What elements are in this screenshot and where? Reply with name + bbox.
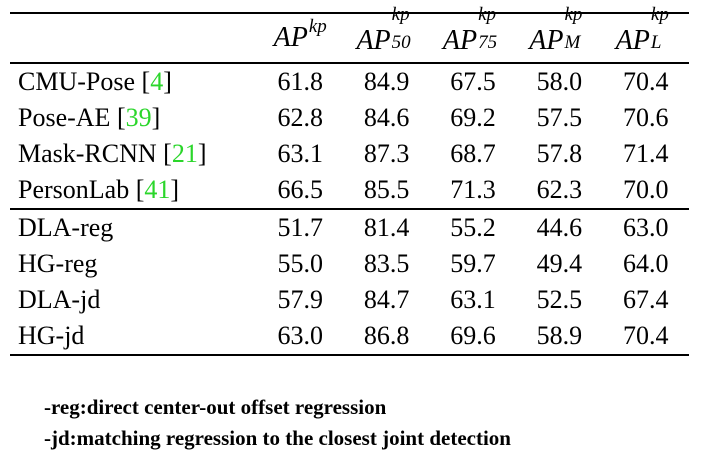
method-cell: Mask-RCNN [21] [10, 136, 257, 172]
value-cell: 44.6 [516, 208, 603, 246]
value-cell: 67.5 [450, 67, 496, 96]
value-cell: 64.0 [623, 249, 669, 278]
value-cell: 68.7 [450, 139, 496, 168]
value-cell: 70.4 [623, 67, 669, 96]
value-cell: 81.4 [343, 208, 430, 246]
method-name: DLA-jd [18, 285, 101, 314]
table-row: DLA-reg 51.7 81.4 55.2 44.6 63.0 [10, 208, 689, 246]
value-cell: 67.4 [623, 285, 669, 314]
header-apm: AP kp M [516, 5, 603, 64]
method-cell: Pose-AE [39] [10, 100, 257, 136]
value-cell: 69.6 [429, 318, 517, 356]
value-cell: 86.8 [343, 318, 430, 356]
header-apl: AP kp L [602, 5, 689, 64]
table-row: Pose-AE [39] 62.8 84.6 69.2 57.5 70.6 [10, 100, 689, 136]
value-cell: 55.2 [429, 208, 517, 246]
value-cell: 70.4 [602, 318, 689, 356]
citation-link[interactable]: [39] [110, 103, 161, 132]
citation-link[interactable]: [41] [129, 175, 180, 204]
table-row: DLA-jd 57.9 84.7 63.1 52.5 67.4 [10, 282, 689, 318]
value-cell: 51.7 [257, 208, 344, 246]
method-name: Pose-AE [18, 103, 111, 132]
value-cell: 61.8 [277, 67, 323, 96]
value-cell: 70.6 [623, 103, 669, 132]
header-row: APkp AP kp 50 AP kp 75 AP kp M AP kp L [10, 5, 689, 64]
method-name: PersonLab [18, 175, 130, 204]
value-cell: 84.6 [363, 103, 410, 132]
value-cell: 57.8 [536, 139, 583, 168]
citation-link[interactable]: [4] [135, 67, 172, 96]
value-cell: 58.9 [516, 318, 603, 356]
value-cell: 87.3 [363, 139, 410, 168]
value-cell: 63.1 [450, 285, 496, 314]
table-row: HG-reg 55.0 83.5 59.7 49.4 64.0 [10, 246, 689, 282]
value-cell: 63.1 [277, 139, 323, 168]
method-name: DLA-reg [18, 213, 114, 242]
value-cell: 59.7 [450, 249, 496, 278]
value-cell: 52.5 [536, 285, 583, 314]
value-cell: 57.5 [536, 103, 583, 132]
value-cell: 63.0 [257, 318, 344, 356]
table-body: CMU-Pose [4] 61.8 84.9 67.5 58.0 70.4 Pose-AE … [10, 63, 689, 356]
value-cell: 71.4 [623, 139, 669, 168]
note-jd: -jd:matching regression to the closest j… [44, 426, 511, 450]
value-cell: 69.2 [450, 103, 496, 132]
table-row: HG-jd 63.0 86.8 69.6 58.9 70.4 [10, 318, 689, 356]
method-cell: HG-reg [10, 246, 257, 282]
value-cell: 70.0 [623, 175, 669, 204]
value-cell: 57.9 [277, 285, 323, 314]
header-ap: APkp [257, 12, 344, 64]
value-cell: 62.8 [277, 103, 323, 132]
table-row: PersonLab [41] 66.5 85.5 71.3 62.3 70.0 [10, 172, 689, 209]
value-cell: 62.3 [536, 175, 583, 204]
method-name: HG-reg [18, 249, 98, 278]
citation-link[interactable]: [21] [156, 139, 207, 168]
value-cell: 55.0 [277, 249, 323, 278]
value-cell: 84.7 [363, 285, 410, 314]
value-cell: 84.9 [363, 67, 410, 96]
value-cell: 71.3 [450, 175, 496, 204]
notes: -reg:direct center-out offset regression… [44, 392, 511, 454]
table-row: Mask-RCNN [21] 63.1 87.3 68.7 57.8 71.4 [10, 136, 689, 172]
value-cell: 83.5 [363, 249, 410, 278]
value-cell: 49.4 [536, 249, 583, 278]
method-cell: DLA-reg [10, 208, 258, 246]
method-cell: HG-jd [10, 318, 258, 356]
method-cell: PersonLab [41] [10, 172, 257, 209]
method-name: CMU-Pose [18, 67, 136, 96]
header-method-cell [10, 12, 258, 64]
header-ap50: AP kp 50 [343, 5, 430, 64]
value-cell: 66.5 [277, 175, 323, 204]
value-cell: 85.5 [363, 175, 410, 204]
header-ap75: AP kp 75 [429, 5, 517, 64]
method-cell: DLA-jd [10, 282, 257, 318]
table-row: CMU-Pose [4] 61.8 84.9 67.5 58.0 70.4 [10, 63, 689, 100]
value-cell: 63.0 [602, 208, 689, 246]
note-reg: -reg:direct center-out offset regression [44, 395, 387, 419]
results-table: APkp AP kp 50 AP kp 75 AP kp M AP kp L CMU-Pose … [10, 5, 689, 356]
method-name: HG-jd [18, 321, 85, 350]
method-cell: CMU-Pose [4] [10, 63, 257, 100]
value-cell: 58.0 [536, 67, 583, 96]
method-name: Mask-RCNN [18, 139, 157, 168]
